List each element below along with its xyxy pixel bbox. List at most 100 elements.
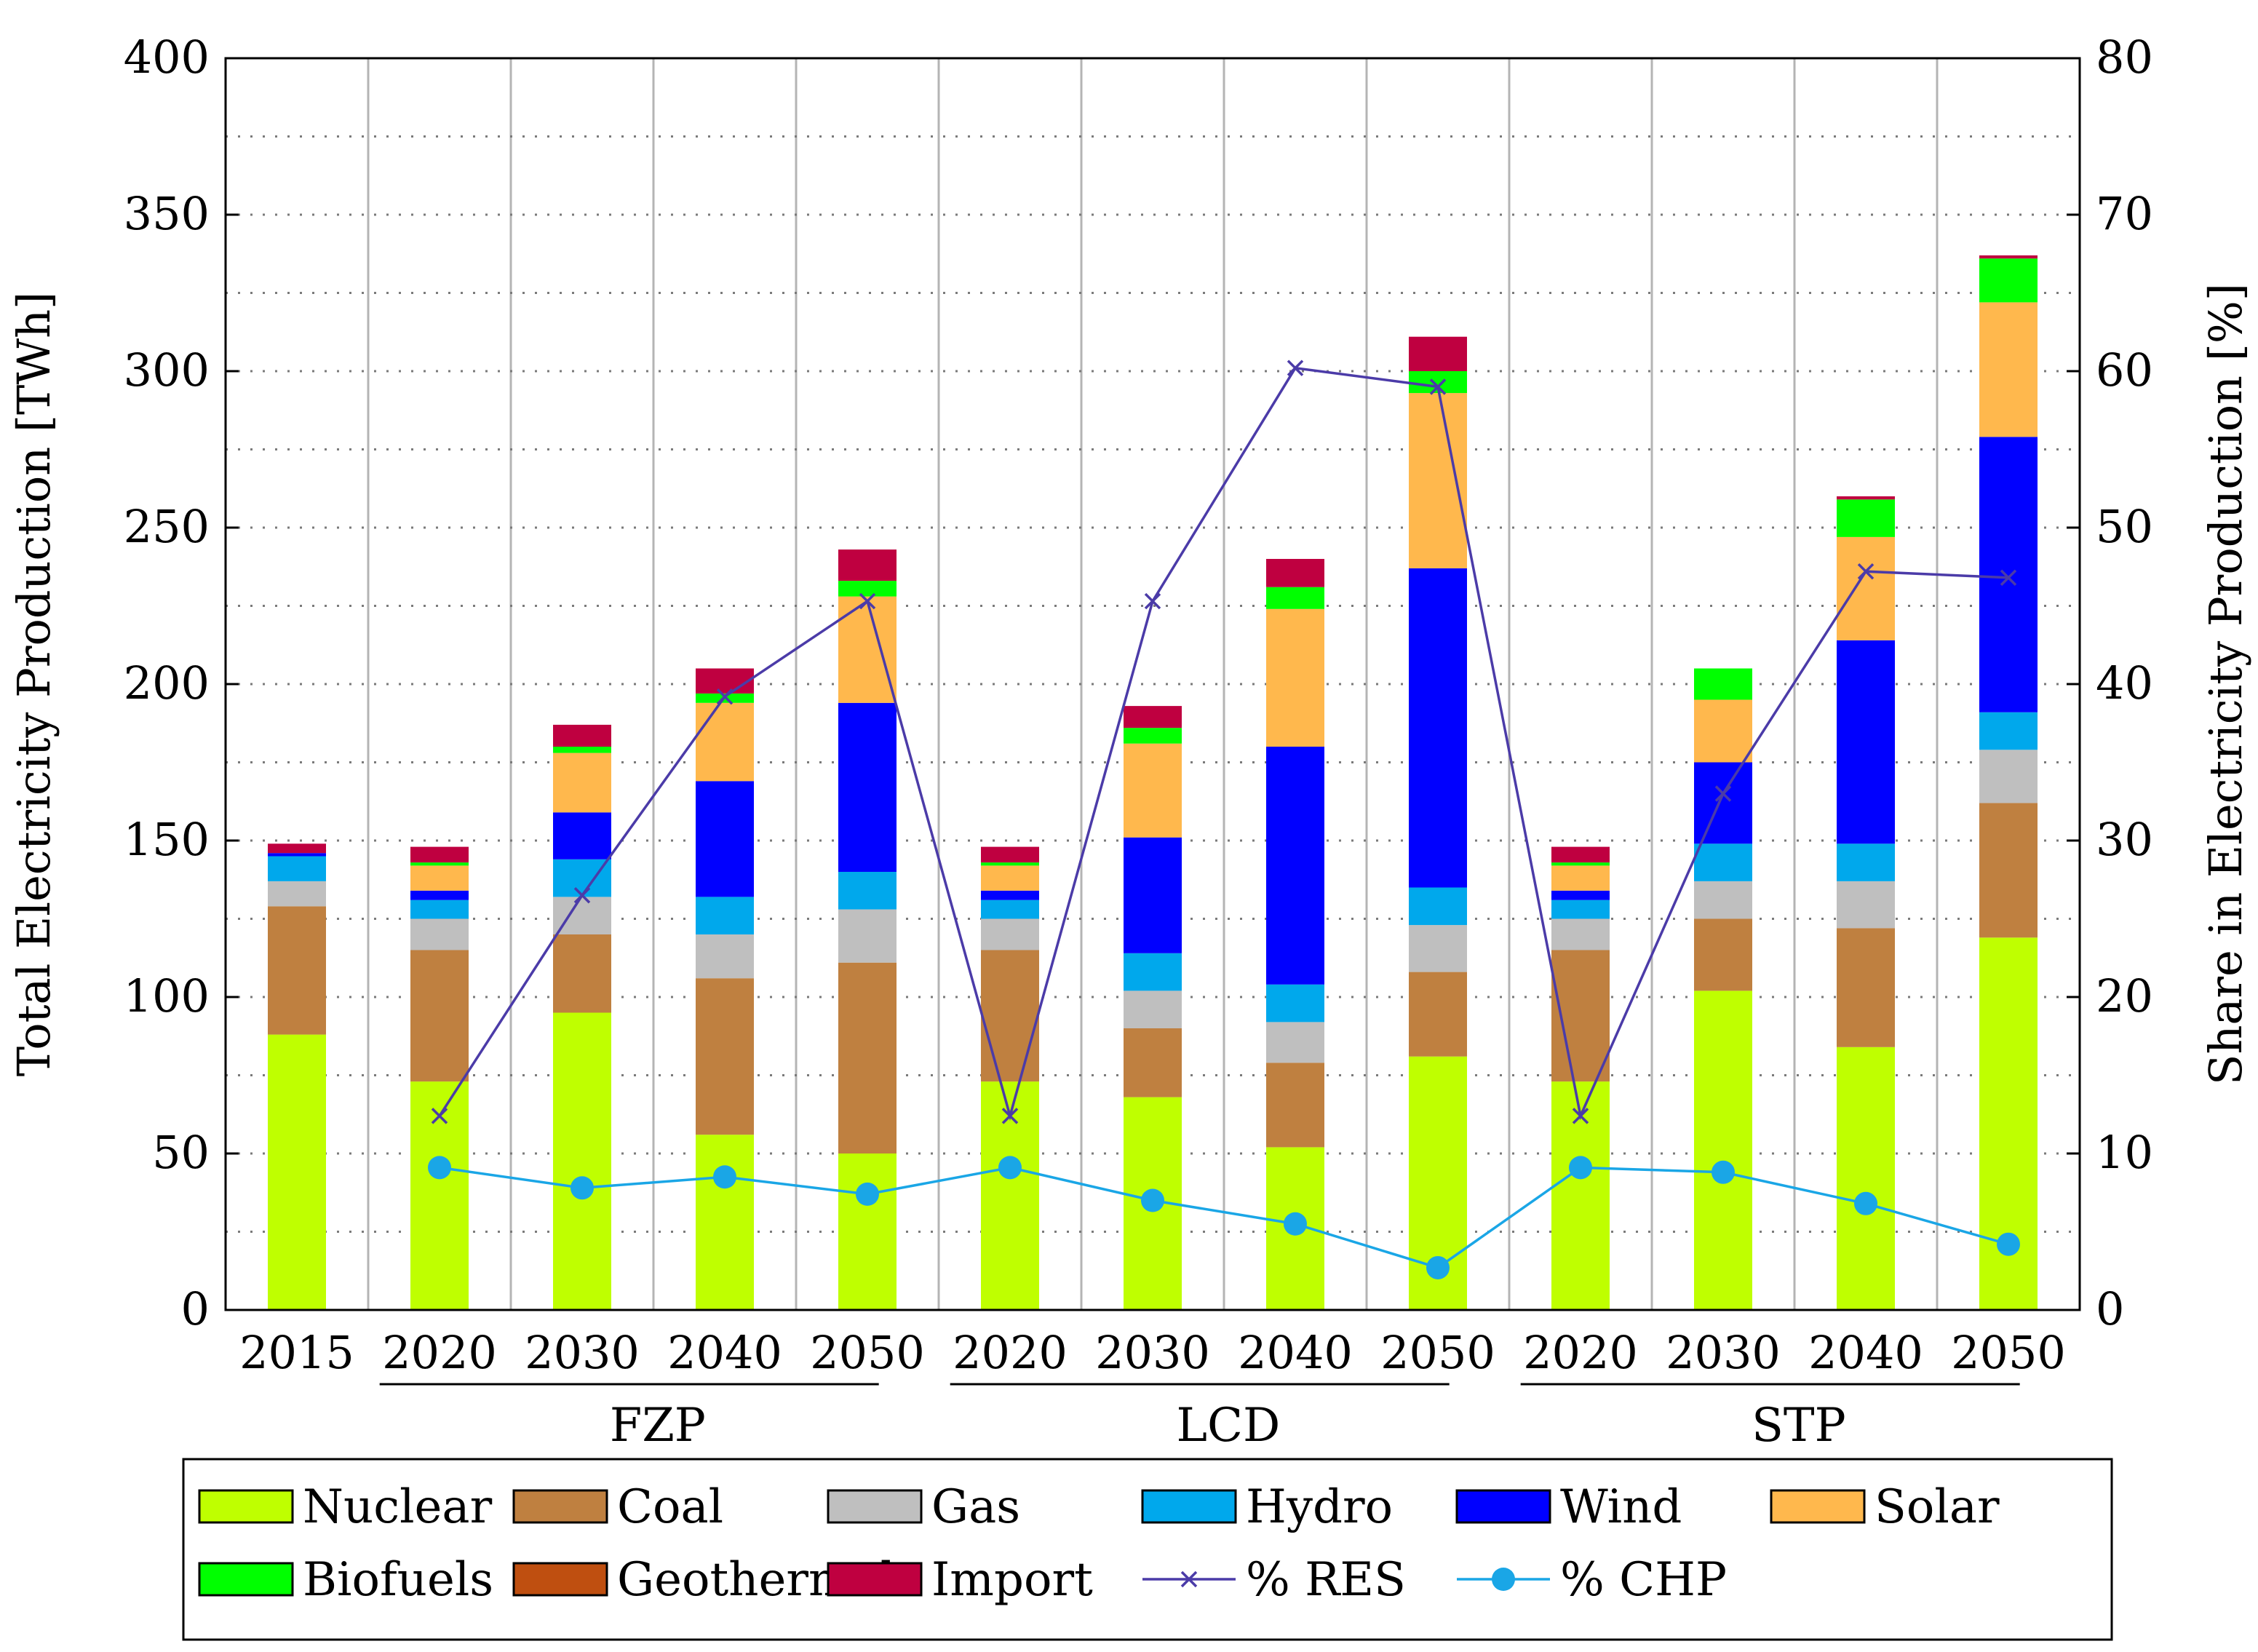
y-tick-label-right: 20	[2096, 969, 2153, 1022]
marker-stroke	[1144, 592, 1161, 610]
y-tick-label-left: 250	[124, 500, 210, 553]
bar-gas-segment	[1837, 881, 1895, 929]
bar-gas-segment	[410, 918, 469, 950]
legend-label: Hydro	[1246, 1480, 1393, 1534]
bar-solar-segment	[1551, 865, 1610, 891]
bar-nuclear-segment	[410, 1081, 469, 1310]
bar-solar-segment	[1694, 699, 1752, 763]
bar-import-segment	[1979, 255, 2038, 259]
bar-coal-segment	[838, 962, 897, 1153]
bar-coal-segment	[553, 934, 611, 1013]
legend-label: % RES	[1246, 1553, 1406, 1607]
legend-swatch-nuclear	[198, 1489, 294, 1524]
bar-nuclear-segment	[553, 1012, 611, 1310]
bar-biofuels-segment	[1837, 499, 1895, 537]
marker-stroke	[1001, 1108, 1019, 1124]
bar-solar-segment	[696, 702, 754, 782]
marker-res-point	[1857, 563, 1875, 580]
x-tick-label: 2030	[1666, 1326, 1781, 1379]
y-tick-label-left: 0	[181, 1282, 210, 1335]
legend-swatch-wind	[1455, 1489, 1551, 1524]
bar-biofuels-segment	[1694, 668, 1752, 700]
y-tick-label-left: 150	[124, 813, 210, 866]
marker-stroke	[431, 1108, 448, 1124]
bar-nuclear-segment	[1837, 1047, 1895, 1310]
y-tick-label-right: 0	[2096, 1282, 2124, 1335]
bar-coal-segment	[696, 978, 754, 1135]
bar-wind-segment	[410, 890, 469, 900]
bar-biofuels-segment	[1124, 728, 1182, 744]
bar-gas-segment	[696, 934, 754, 979]
bar-gas-segment	[1266, 1022, 1324, 1063]
bar-coal-segment	[1266, 1063, 1324, 1148]
legend-label: Nuclear	[303, 1480, 493, 1534]
marker-chp-point	[856, 1182, 879, 1206]
marker-stroke	[1714, 785, 1732, 802]
marker-stroke	[2000, 569, 2017, 587]
legend-label: Coal	[617, 1480, 723, 1534]
bar-coal-segment	[1694, 918, 1752, 991]
legend-label: Wind	[1560, 1480, 1682, 1534]
bar-hydro-segment	[1837, 843, 1895, 881]
bar-hydro-segment	[838, 872, 897, 910]
legend-box	[182, 1458, 2113, 1641]
marker-res-point	[573, 887, 591, 904]
bar-nuclear-segment	[1694, 990, 1752, 1310]
group-label: LCD	[1176, 1399, 1280, 1453]
bar-coal-segment	[981, 950, 1039, 1082]
x-tick-label: 2050	[810, 1326, 925, 1379]
bar-biofuels-segment	[553, 747, 611, 753]
line-res	[438, 366, 2009, 1121]
bar-import-segment	[1837, 496, 1895, 500]
marker-res-point	[1572, 1108, 1589, 1124]
x-tick-label: 2015	[239, 1326, 354, 1379]
y-tick-label-right: 50	[2096, 500, 2153, 553]
bar-gas-segment	[1124, 990, 1182, 1028]
bar-wind-segment	[1979, 437, 2038, 712]
bar-coal-segment	[410, 950, 469, 1082]
marker-stroke	[1287, 360, 1304, 376]
legend-label: Gas	[931, 1480, 1020, 1534]
bar-gas-segment	[1979, 750, 2038, 803]
legend-swatch-geothermal	[512, 1562, 608, 1597]
marker-stroke	[1429, 378, 1447, 395]
marker-res-point	[431, 1108, 448, 1124]
bar-hydro-segment	[1409, 887, 1467, 926]
bar-biofuels-segment	[981, 862, 1039, 866]
y-tick-label-left: 100	[124, 969, 210, 1022]
bar-import-segment	[268, 843, 326, 854]
bar-hydro-segment	[1551, 900, 1610, 919]
legend-swatch-gas	[827, 1489, 923, 1524]
bar-biofuels-segment	[1551, 862, 1610, 866]
y-tick-label-right: 70	[2096, 187, 2153, 240]
legend-label: Solar	[1875, 1480, 2000, 1534]
bar-nuclear-segment	[696, 1135, 754, 1310]
bar-import-segment	[1124, 706, 1182, 728]
bar-hydro-segment	[410, 900, 469, 919]
bar-import-segment	[553, 724, 611, 747]
y-tick-label-right: 30	[2096, 813, 2153, 866]
bar-hydro-segment	[1694, 843, 1752, 881]
marker-chp-point	[428, 1156, 451, 1180]
y-tick-label-left: 350	[124, 187, 210, 240]
bar-gas-segment	[268, 881, 326, 907]
bar-wind-segment	[1837, 640, 1895, 844]
bar-solar-segment	[1124, 743, 1182, 838]
bar-solar-segment	[1266, 608, 1324, 747]
legend-swatch-solar	[1770, 1489, 1866, 1524]
marker-res-point	[1144, 592, 1161, 610]
bar-import-segment	[1266, 559, 1324, 587]
bar-nuclear-segment	[838, 1153, 897, 1310]
bar-coal-segment	[1409, 972, 1467, 1057]
bar-hydro-segment	[553, 859, 611, 897]
bar-solar-segment	[1979, 302, 2038, 437]
bar-wind-segment	[553, 812, 611, 859]
bar-gas-segment	[1551, 918, 1610, 950]
marker-res-point	[1287, 360, 1304, 376]
y-tick-label-right: 10	[2096, 1126, 2153, 1179]
bar-gas-segment	[553, 897, 611, 934]
y-tick-label-right: 40	[2096, 656, 2153, 710]
marker-stroke	[1572, 1108, 1589, 1124]
bar-hydro-segment	[1266, 984, 1324, 1022]
x-tick-label: 2020	[953, 1326, 1068, 1379]
